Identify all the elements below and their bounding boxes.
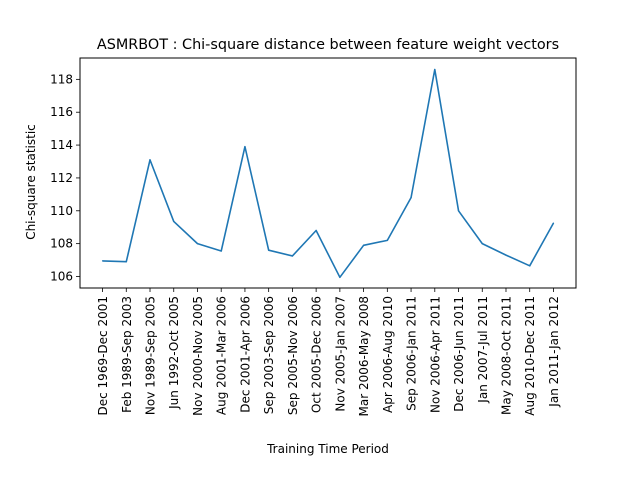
data-point (457, 210, 460, 212)
x-tick-label: Oct 2005-Dec 2006 (310, 296, 324, 413)
data-point (268, 249, 270, 251)
data-point (291, 255, 294, 257)
data-point (196, 243, 199, 245)
data-point (362, 244, 365, 246)
data-point (244, 146, 246, 148)
data-point (315, 229, 317, 232)
y-tick-label: 112 (50, 171, 73, 185)
y-tick-label: 116 (50, 105, 73, 119)
y-axis-label: Chi-square statistic (24, 124, 38, 240)
data-point (386, 239, 388, 241)
series-line (102, 68, 555, 279)
data-point (552, 222, 555, 224)
x-tick-label: Jan 2007-Jul 2011 (476, 296, 490, 404)
x-tick-label: Sep 2005-Nov 2006 (286, 296, 300, 415)
y-tick-label: 108 (50, 237, 73, 251)
x-tick-label: Aug 2010-Dec 2011 (523, 296, 537, 416)
x-tick-label: Nov 1989-Sep 2005 (144, 296, 158, 415)
data-point (173, 220, 175, 223)
x-tick-label: Dec 2001-Apr 2006 (238, 296, 252, 413)
data-point (505, 254, 507, 256)
x-tick-label: Aug 2001-Mar 2006 (215, 296, 229, 415)
data-point (529, 265, 531, 267)
data-point (101, 260, 104, 262)
x-tick-label: Nov 2006-Apr 2011 (428, 296, 442, 413)
tick-layer: 106 108 110 112 114 116 118 Dec 1969-Dec 2001 Fe… (50, 72, 561, 416)
data-point (220, 250, 222, 252)
x-tick-label: Nov 2005-Jan 2007 (333, 296, 347, 412)
x-tick-label: Jan 2011-Jan 2012 (547, 296, 561, 408)
y-tick-label: 114 (50, 138, 73, 152)
chart-title: ASMRBOT : Chi-square distance between fe… (97, 37, 559, 53)
x-tick-label: Feb 1989-Sep 2003 (120, 296, 134, 413)
series-layer (101, 68, 555, 279)
data-point (339, 276, 341, 278)
x-tick-label: Apr 2006-Aug 2010 (381, 296, 395, 413)
data-point (434, 68, 436, 71)
plot-area-frame (79, 57, 577, 289)
data-point (149, 159, 151, 161)
x-tick-label: Sep 2006-Jan 2011 (405, 296, 419, 411)
x-tick-label: Mar 2006-May 2008 (357, 296, 371, 417)
data-point (410, 197, 412, 199)
y-tick-label: 106 (50, 270, 73, 284)
x-axis-label: Training Time Period (266, 442, 389, 456)
x-tick-label: May 2008-Oct 2011 (499, 296, 513, 415)
data-point (125, 261, 127, 263)
x-tick-label: Dec 1969-Dec 2001 (96, 296, 110, 415)
y-tick-label: 118 (50, 72, 73, 86)
x-tick-label: Sep 2003-Sep 2006 (262, 296, 276, 414)
x-tick-label: Dec 2006-Jun 2011 (452, 296, 466, 412)
x-tick-label: Nov 2000-Nov 2005 (191, 296, 205, 416)
y-tick-label: 110 (50, 204, 73, 218)
data-point (481, 243, 483, 245)
x-tick-label: Jun 1992-Oct 2005 (167, 296, 181, 410)
